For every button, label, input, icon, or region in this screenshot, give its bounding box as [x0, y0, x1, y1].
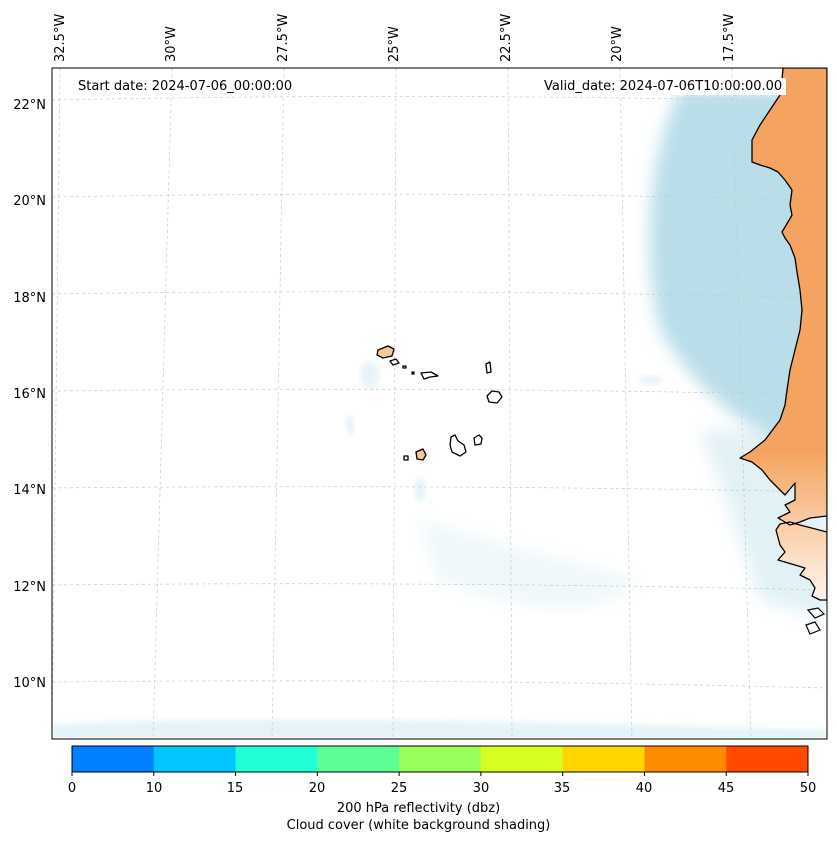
graticule-grid — [52, 68, 827, 739]
africa-landmass — [739, 68, 827, 601]
lon-label-32.5w: 32.5°W — [53, 13, 68, 62]
colorbar-tick-35: 35 — [553, 781, 571, 796]
colorbar-tick-25: 25 — [390, 781, 408, 796]
lat-label-18n: 18°N — [13, 291, 46, 306]
colorbar-label-line1: 200 hPa reflectivity (dbz) — [336, 801, 501, 816]
lon-label-20w: 20°W — [610, 26, 625, 62]
colorbar-tick-0: 0 — [67, 781, 77, 796]
colorbar-segment-7 — [644, 746, 727, 772]
lat-label-10n: 10°N — [13, 676, 46, 691]
colorbar-tick-10: 10 — [145, 781, 163, 796]
lat-label-22n: 22°N — [13, 98, 46, 113]
colorbar-segment-1 — [153, 746, 237, 772]
colorbar-segment-4 — [399, 746, 482, 772]
colorbar-segment-8 — [726, 746, 809, 772]
lon-label-25w: 25°W — [387, 26, 402, 62]
colorbar-tick-30: 30 — [472, 781, 490, 796]
colorbar-segment-0 — [72, 746, 155, 772]
colorbar-tick-20: 20 — [308, 781, 326, 796]
lon-label-30w: 30°W — [164, 26, 179, 62]
colorbar-tick-50: 50 — [799, 781, 817, 796]
colorbar-tick-45: 45 — [717, 781, 735, 796]
lat-label-16n: 16°N — [13, 387, 46, 402]
lat-label-12n: 12°N — [13, 580, 46, 595]
guinea-bissau-islands — [805, 607, 826, 635]
colorbar-segment-2 — [235, 746, 318, 772]
lat-label-20n: 20°N — [13, 194, 46, 209]
colorbar-segment-6 — [562, 746, 645, 772]
map-frame — [51, 67, 828, 740]
lon-label-22.5w: 22.5°W — [499, 13, 514, 62]
lat-label-14n: 14°N — [13, 483, 46, 498]
colorbar — [71, 745, 809, 776]
colorbar-segment-5 — [480, 746, 564, 772]
colorbar-label-line2: Cloud cover (white background shading) — [286, 818, 551, 833]
colorbar-segment-3 — [317, 746, 400, 772]
lon-label-27.5w: 27.5°W — [276, 13, 291, 62]
colorbar-frame — [71, 745, 809, 773]
start-date-label: Start date: 2024-07-06_00:00:00 — [74, 78, 297, 95]
colorbar-tick-15: 15 — [226, 781, 244, 796]
lon-label-17.5w: 17.5°W — [722, 13, 737, 62]
colorbar-tick-40: 40 — [635, 781, 653, 796]
valid-date-label: Valid_date: 2024-07-06T10:00:00.00 — [540, 78, 787, 95]
cape-verde-islands — [376, 345, 503, 461]
